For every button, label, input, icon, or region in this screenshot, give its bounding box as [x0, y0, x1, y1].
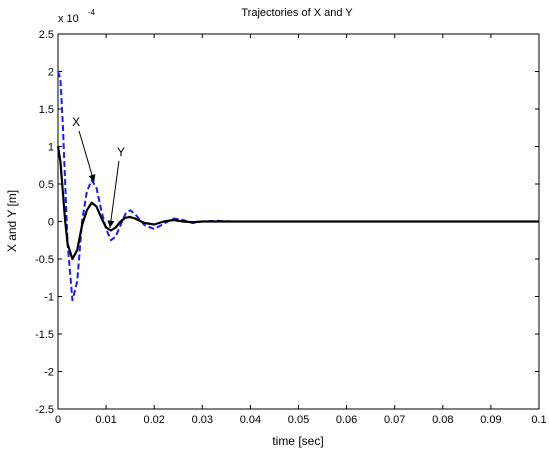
y-tick-label: -1 — [44, 292, 54, 304]
y-exponent-label: x 10 -4 — [58, 8, 96, 25]
x-tick-label: 0.07 — [384, 414, 405, 426]
annotation-y-label: Y — [117, 145, 125, 159]
y-tick-label: 1.5 — [39, 104, 54, 116]
annotation-layer: XY — [72, 115, 125, 228]
series-layer — [56, 71, 539, 302]
x-tick-label: 0.01 — [95, 414, 116, 426]
y-tick-label: 2.5 — [39, 29, 54, 41]
x-tick-label: 0.06 — [336, 414, 357, 426]
y-tick-label: -0.5 — [35, 254, 54, 266]
annotation-y-arrow — [109, 160, 120, 228]
x-axis-ticks: 0 0.01 0.02 0.03 0.04 0.05 0.06 0.07 0.08 0.09 0.1 — [55, 34, 547, 426]
x-tick-label: 0.08 — [432, 414, 453, 426]
annotation-y-arrowhead — [107, 220, 115, 228]
x-tick-label: 0.02 — [143, 414, 164, 426]
y-exponent-power: -4 — [88, 8, 96, 17]
x-axis-label: time [sec] — [272, 434, 323, 448]
chart-title: Trajectories of X and Y — [241, 7, 353, 19]
y-tick-label: 0.5 — [39, 179, 54, 191]
annotation-x-label: X — [72, 115, 80, 129]
x-tick-label: 0.09 — [480, 414, 501, 426]
series-y-line — [56, 146, 539, 261]
y-tick-label: 0 — [48, 217, 54, 229]
y-exponent-base: x 10 — [58, 13, 79, 25]
y-tick-label: -1.5 — [35, 329, 54, 341]
annotation-x-arrowhead — [88, 174, 96, 182]
annotation-x-arrow — [78, 130, 95, 183]
x-tick-label: 0.1 — [531, 414, 546, 426]
x-tick-label: 0.04 — [240, 414, 261, 426]
y-axis-ticks: -2.5 -2 -1.5 -1 -0.5 0 0.5 1 1.5 2 2.5 — [35, 29, 539, 416]
x-tick-label: 0 — [55, 414, 61, 426]
x-tick-label: 0.05 — [288, 414, 309, 426]
y-tick-label: -2 — [44, 367, 54, 379]
y-tick-label: 2 — [48, 67, 54, 79]
y-axis-label: X and Y [m] — [5, 190, 19, 252]
y-tick-label: 1 — [48, 142, 54, 154]
x-tick-label: 0.03 — [192, 414, 213, 426]
y-tick-label: -2.5 — [35, 404, 54, 416]
